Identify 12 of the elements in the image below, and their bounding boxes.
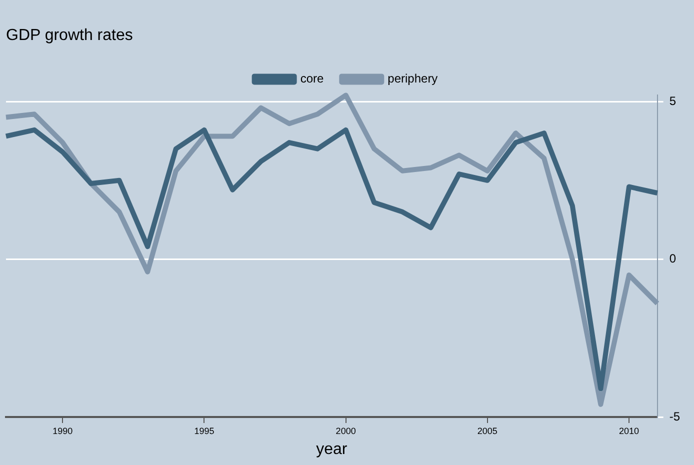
legend-label: periphery xyxy=(388,72,438,86)
x-axis-title: year xyxy=(316,440,348,458)
x-tick-label: 2010 xyxy=(618,426,640,436)
y-tick-label: 5 xyxy=(669,94,676,108)
x-tick-label: 1995 xyxy=(194,426,214,436)
x-tick-label: 2005 xyxy=(477,426,498,436)
chart-title: GDP growth rates xyxy=(6,27,133,44)
x-tick-label: 1990 xyxy=(52,426,73,436)
legend-label: core xyxy=(300,72,324,86)
x-tick-label: 2000 xyxy=(336,426,356,436)
y-tick-label: 0 xyxy=(669,252,676,266)
y-tick-label: -5 xyxy=(669,409,680,424)
